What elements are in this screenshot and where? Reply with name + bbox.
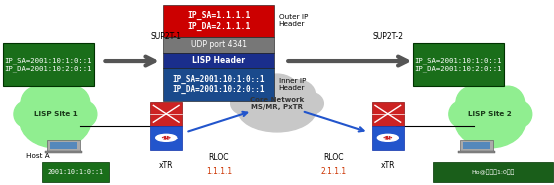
Ellipse shape — [35, 80, 75, 120]
FancyBboxPatch shape — [150, 126, 182, 150]
FancyBboxPatch shape — [163, 5, 274, 37]
Text: RLOC: RLOC — [323, 153, 344, 162]
Ellipse shape — [456, 101, 496, 142]
FancyBboxPatch shape — [372, 126, 404, 150]
Text: Core Network
MS/MR, PxTR: Core Network MS/MR, PxTR — [250, 97, 304, 110]
Ellipse shape — [20, 95, 91, 148]
Circle shape — [156, 134, 177, 141]
Text: 2001:10:1:0::1: 2001:10:1:0::1 — [47, 169, 103, 175]
Ellipse shape — [505, 101, 532, 128]
Ellipse shape — [470, 80, 510, 120]
FancyBboxPatch shape — [458, 151, 495, 153]
Ellipse shape — [456, 86, 489, 120]
Text: Host A: Host A — [26, 153, 49, 159]
Text: 2.1.1.1: 2.1.1.1 — [320, 166, 347, 176]
Text: 1.1.1.1: 1.1.1.1 — [206, 166, 232, 176]
Text: SUP2T-1: SUP2T-1 — [151, 32, 182, 41]
Ellipse shape — [238, 87, 316, 132]
Ellipse shape — [70, 101, 97, 128]
Ellipse shape — [279, 80, 315, 108]
FancyBboxPatch shape — [163, 37, 274, 53]
Ellipse shape — [21, 86, 54, 120]
Ellipse shape — [455, 95, 526, 148]
Circle shape — [384, 137, 392, 139]
Text: IP_SA=1.1.1.1
IP_DA=2.1.1.1: IP_SA=1.1.1.1 IP_DA=2.1.1.1 — [187, 11, 250, 31]
FancyBboxPatch shape — [3, 43, 94, 86]
Ellipse shape — [271, 92, 315, 127]
FancyBboxPatch shape — [42, 162, 109, 182]
Text: IP_SA=2001:10:1:0::1
IP_DA=2001:10:2:0::1: IP_SA=2001:10:1:0::1 IP_DA=2001:10:2:0::… — [415, 58, 502, 72]
FancyBboxPatch shape — [47, 140, 80, 151]
Text: LISP Header: LISP Header — [192, 56, 245, 65]
Ellipse shape — [50, 101, 89, 142]
Text: UDP port 4341: UDP port 4341 — [191, 40, 247, 49]
FancyBboxPatch shape — [372, 102, 404, 126]
FancyBboxPatch shape — [0, 0, 554, 185]
Text: xTR: xTR — [381, 161, 395, 170]
Ellipse shape — [14, 101, 40, 128]
Text: Inner IP
Header: Inner IP Header — [279, 78, 306, 91]
Text: Outer IP
Header: Outer IP Header — [279, 14, 308, 27]
FancyBboxPatch shape — [163, 68, 274, 101]
Ellipse shape — [22, 101, 61, 142]
Text: IP_SA=2001:10:1:0::1
IP_DA=2001:10:2:0::1: IP_SA=2001:10:1:0::1 IP_DA=2001:10:2:0::… — [173, 75, 265, 95]
FancyBboxPatch shape — [463, 142, 490, 149]
Ellipse shape — [485, 101, 524, 142]
FancyBboxPatch shape — [45, 151, 82, 153]
Ellipse shape — [255, 74, 299, 108]
Text: xTR: xTR — [159, 161, 173, 170]
FancyBboxPatch shape — [433, 162, 553, 182]
Text: LISP Site 2: LISP Site 2 — [469, 111, 512, 117]
Circle shape — [162, 137, 170, 139]
Ellipse shape — [57, 86, 90, 120]
FancyBboxPatch shape — [413, 43, 504, 86]
FancyBboxPatch shape — [163, 53, 274, 68]
Ellipse shape — [449, 101, 475, 128]
FancyBboxPatch shape — [460, 140, 493, 151]
Ellipse shape — [239, 92, 283, 127]
Ellipse shape — [239, 80, 275, 108]
Ellipse shape — [492, 86, 525, 120]
Ellipse shape — [294, 92, 324, 115]
Text: Ho@乾颐堂1:0博客: Ho@乾颐堂1:0博客 — [471, 169, 515, 175]
Text: LISP Site 1: LISP Site 1 — [34, 111, 77, 117]
Text: IP_SA=2001:10:1:0::1
IP_DA=2001:10:2:0::1: IP_SA=2001:10:1:0::1 IP_DA=2001:10:2:0::… — [5, 58, 92, 72]
Ellipse shape — [230, 92, 260, 115]
Text: RLOC: RLOC — [208, 153, 229, 162]
Text: SUP2T-2: SUP2T-2 — [372, 32, 403, 41]
Circle shape — [377, 134, 398, 141]
FancyBboxPatch shape — [50, 142, 78, 149]
FancyBboxPatch shape — [150, 102, 182, 126]
